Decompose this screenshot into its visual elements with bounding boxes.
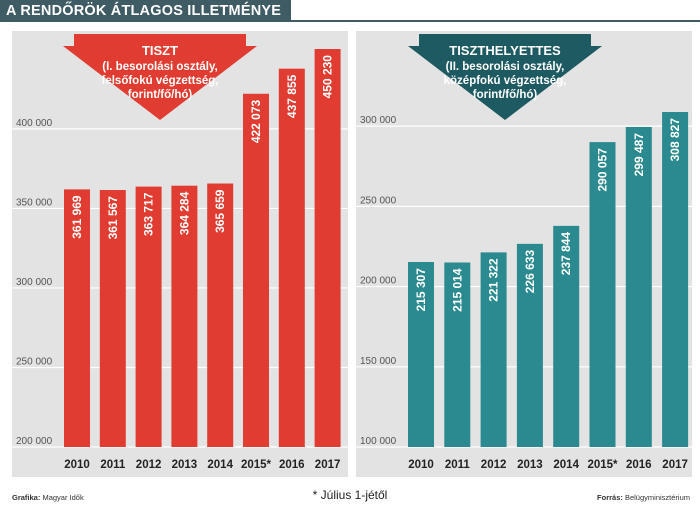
y-tick-label: 300 000 [16, 277, 53, 288]
chart-panel-tiszt: 200 000 250 000 300 000 350 000 400 000 361 9… [12, 31, 348, 477]
x-category-label: 2014 [207, 459, 233, 471]
footer-source-value: Belügyminisztérium [624, 493, 690, 502]
header-bar: A RENDŐRÖK ÁTLAGOS ILLETMÉNYE [0, 0, 700, 22]
chart-subtitle-line: forint/fő/hó) [473, 89, 538, 101]
bar [480, 252, 507, 447]
bar [64, 189, 90, 447]
bar-value-label: 365 659 [213, 189, 227, 233]
bar-value-label: 221 322 [487, 258, 501, 302]
bar-value-label: 215 014 [450, 268, 464, 312]
bar [171, 185, 198, 448]
y-tick-label: 200 000 [360, 276, 397, 287]
footer-credit-label: Grafika: [12, 493, 41, 502]
title-banner [408, 34, 602, 120]
x-category-label: 2017 [662, 459, 688, 471]
x-category-label: 2010 [64, 459, 90, 471]
bar [99, 190, 126, 447]
bar-value-label: 437 855 [285, 74, 299, 118]
y-tick-label: 400 000 [16, 118, 53, 129]
footer-credit: Grafika: Magyar Idők [12, 493, 84, 502]
bar [589, 142, 616, 447]
bar [314, 49, 341, 447]
y-tick-label: 150 000 [360, 356, 397, 367]
chart-subtitle-line: forint/fő/hó) [128, 89, 193, 101]
bar-value-label: 226 633 [523, 250, 537, 294]
chart-title: TISZT [142, 43, 178, 58]
bar [135, 186, 162, 447]
bar-value-label: 237 844 [559, 232, 573, 276]
chart-subtitle-line: felsőfokú végzettség, [102, 75, 219, 87]
y-tick-label: 100 000 [360, 436, 397, 447]
x-category-label: 2014 [553, 459, 579, 471]
y-tick-label: 350 000 [16, 197, 53, 208]
bar-value-label: 422 073 [249, 99, 263, 143]
bar [553, 225, 580, 447]
y-tick-label: 300 000 [360, 115, 397, 126]
bar-value-label: 363 717 [142, 192, 156, 236]
x-category-label: 2011 [445, 459, 471, 471]
bar [516, 243, 543, 447]
chart-panel-tiszthelyettes: 100 000 150 000 200 000 250 000 300 000 215 3… [356, 31, 692, 477]
footer-note: * Július 1-jétől [312, 488, 388, 502]
bar-value-label: 450 230 [321, 55, 335, 99]
title-banner [63, 34, 257, 120]
header-rule [0, 20, 700, 22]
bar [243, 93, 269, 448]
bar [408, 262, 434, 447]
bar-value-label: 308 827 [668, 118, 682, 162]
x-category-label: 2015* [587, 459, 618, 471]
chart-subtitle-line: (II. besorolási osztály, [446, 61, 565, 73]
bar [662, 112, 689, 447]
y-tick-label: 200 000 [16, 436, 53, 447]
bar [207, 183, 234, 447]
footer-source: Forrás: Belügyminisztérium [597, 493, 690, 502]
bar [444, 262, 471, 447]
x-category-label: 2012 [481, 459, 507, 471]
chart-tiszthelyettes: 100 000 150 000 200 000 250 000 300 000 215 3… [356, 34, 692, 471]
bar-value-label: 215 307 [414, 268, 428, 312]
x-category-label: 2010 [408, 459, 434, 471]
bar-value-label: 290 057 [596, 148, 610, 192]
bar-value-label: 361 567 [106, 196, 120, 240]
bar-value-label: 364 284 [177, 191, 191, 235]
x-category-label: 2017 [315, 459, 341, 471]
x-category-label: 2016 [279, 459, 305, 471]
bar [278, 68, 305, 447]
chart-subtitle-line: (I. besorolási osztály, [102, 61, 217, 73]
chart-subtitle-line: középfokú végzettség, [444, 75, 567, 87]
page-title: A RENDŐRÖK ÁTLAGOS ILLETMÉNYE [0, 0, 292, 22]
x-category-label: 2012 [136, 459, 162, 471]
x-category-label: 2015* [241, 459, 272, 471]
footer-credit-value: Magyar Idők [42, 493, 84, 502]
y-tick-label: 250 000 [16, 356, 53, 367]
y-tick-label: 250 000 [360, 195, 397, 206]
x-category-label: 2011 [100, 459, 126, 471]
chart-tiszt: 200 000 250 000 300 000 350 000 400 000 361 9… [12, 34, 348, 471]
chart-title: TISZTHELYETTES [449, 43, 561, 58]
bar-value-label: 361 969 [70, 195, 84, 239]
bar-value-label: 299 487 [632, 133, 646, 177]
bar [625, 126, 652, 447]
x-category-label: 2013 [172, 459, 198, 471]
footer-source-label: Forrás: [597, 493, 623, 502]
x-category-label: 2016 [626, 459, 652, 471]
x-category-label: 2013 [517, 459, 543, 471]
